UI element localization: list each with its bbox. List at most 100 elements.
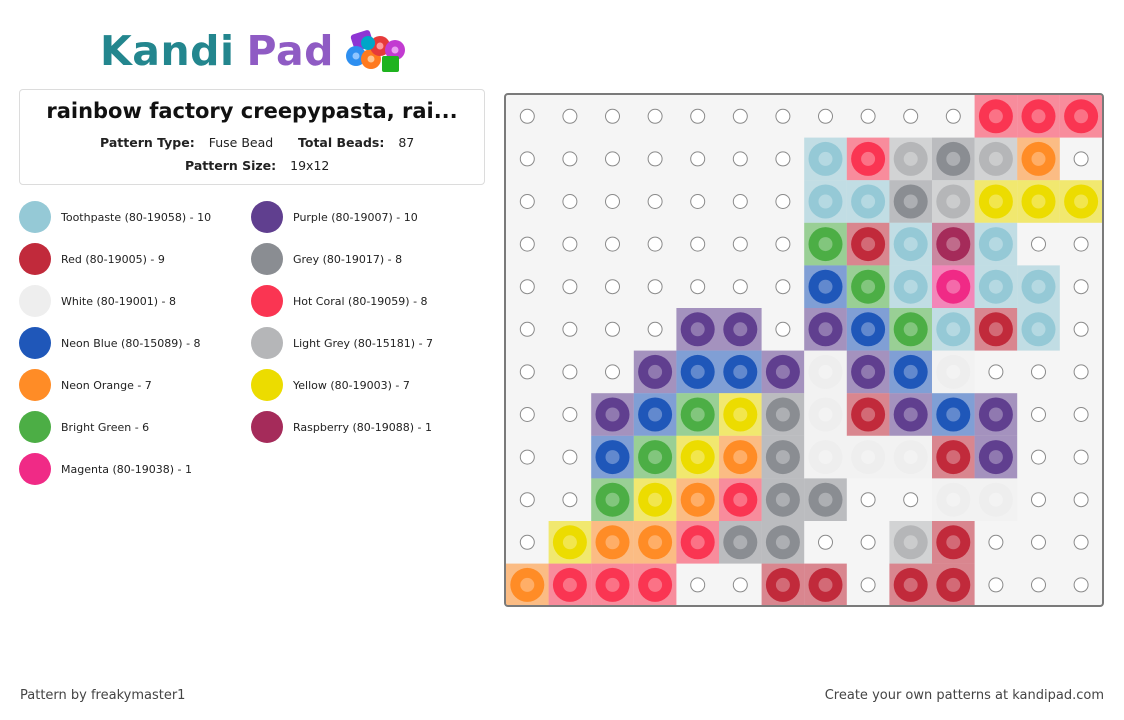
bead (893, 397, 928, 432)
legend-label: Light Grey (80-15181) - 7 (293, 336, 434, 350)
legend-label: Yellow (80-19003) - 7 (293, 378, 410, 392)
legend-color-swatch (19, 201, 51, 233)
bead-hole (818, 407, 833, 422)
empty-peg (519, 492, 535, 508)
empty-peg (1031, 577, 1046, 593)
bead (1021, 141, 1056, 176)
bead-hole (1031, 279, 1046, 294)
bead-hole (775, 577, 790, 592)
bead (851, 440, 886, 475)
bead-pattern-board (504, 93, 1104, 607)
bead-hole (818, 279, 833, 294)
empty-peg (732, 577, 748, 593)
bead (936, 525, 971, 560)
bead (638, 440, 673, 475)
bead-hole (861, 237, 876, 252)
empty-peg (860, 492, 876, 508)
bead-hole (988, 407, 1003, 422)
bead (723, 397, 758, 432)
bead-hole (562, 535, 577, 550)
bead-hole (946, 194, 961, 209)
legend-item: Neon Orange - 7 (19, 368, 152, 402)
logo-text-kandi: Kandi (100, 27, 235, 75)
bead (552, 567, 587, 602)
create-patterns-link[interactable]: Create your own patterns at kandipad.com (824, 688, 1104, 703)
empty-peg (903, 108, 919, 124)
bead-hole (1074, 194, 1089, 209)
bead (1064, 99, 1099, 134)
bead (595, 397, 630, 432)
legend-color-swatch (19, 243, 51, 275)
bead-hole (903, 577, 918, 592)
bead (1021, 99, 1056, 134)
bead-hole (946, 364, 961, 379)
empty-peg (519, 364, 535, 380)
bead (978, 141, 1013, 176)
bead-hole (605, 450, 620, 465)
empty-peg (562, 321, 578, 337)
bead (765, 482, 800, 517)
bead (936, 482, 971, 517)
bead (680, 312, 715, 347)
legend-label: Neon Orange - 7 (61, 378, 152, 392)
bead (638, 567, 673, 602)
bead-hole (1031, 109, 1046, 124)
legend-color-swatch (251, 369, 283, 401)
empty-peg (562, 151, 578, 167)
bead (893, 567, 928, 602)
bead-hole (818, 364, 833, 379)
empty-peg (1073, 577, 1089, 593)
bead (808, 397, 843, 432)
empty-peg (1073, 534, 1089, 550)
bead-hole (988, 194, 1003, 209)
bead (893, 141, 928, 176)
bead (808, 440, 843, 475)
bead-hole (946, 237, 961, 252)
bead-hole (818, 492, 833, 507)
bead-hole (946, 535, 961, 550)
empty-peg (945, 108, 961, 124)
bead (978, 397, 1013, 432)
bead-hole (861, 279, 876, 294)
bead-hole (988, 322, 1003, 337)
empty-peg (1031, 236, 1046, 252)
bead (1064, 184, 1099, 219)
bead-hole (903, 194, 918, 209)
bead (680, 525, 715, 560)
bead (851, 227, 886, 262)
empty-peg (519, 279, 535, 295)
bead (680, 482, 715, 517)
legend-label: White (80-19001) - 8 (61, 294, 176, 308)
bead-hole (775, 535, 790, 550)
bead (638, 354, 673, 389)
bead-hole (690, 364, 705, 379)
bead-hole (733, 322, 748, 337)
bead-hole (1031, 322, 1046, 337)
bead-hole (648, 492, 663, 507)
bead (936, 184, 971, 219)
bead (808, 141, 843, 176)
bead-hole (818, 577, 833, 592)
bead-hole (946, 279, 961, 294)
bead-hole (903, 151, 918, 166)
legend-item: Raspberry (80-19088) - 1 (251, 410, 432, 444)
empty-peg (903, 492, 919, 508)
empty-peg (562, 449, 578, 465)
bead (893, 269, 928, 304)
bead-hole (733, 364, 748, 379)
empty-peg (647, 279, 663, 295)
bead (680, 397, 715, 432)
bead-hole (690, 535, 705, 550)
empty-peg (562, 108, 578, 124)
bead (808, 482, 843, 517)
empty-peg (690, 108, 706, 124)
bead-hole (775, 364, 790, 379)
legend-color-swatch (19, 285, 51, 317)
bead (510, 567, 545, 602)
bead (595, 440, 630, 475)
bead-hole (903, 279, 918, 294)
empty-peg (519, 534, 535, 550)
kandipad-logo[interactable]: Kandi Pad (100, 26, 416, 76)
bead (595, 567, 630, 602)
bead (978, 269, 1013, 304)
